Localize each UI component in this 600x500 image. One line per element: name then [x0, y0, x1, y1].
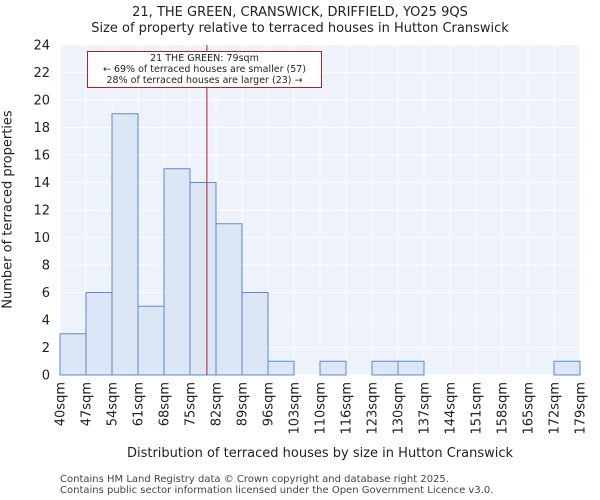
y-tick-label: 16 [33, 149, 50, 164]
x-axis-label: Distribution of terraced houses by size … [126, 446, 514, 461]
x-tick-label: 130sqm [392, 382, 407, 435]
histogram-bar [215, 223, 243, 376]
x-tick-label: 40sqm [54, 382, 69, 426]
histogram-bar [59, 333, 87, 376]
footer-licence: Contains public sector information licen… [60, 485, 494, 496]
x-tick-label: 82sqm [210, 382, 225, 426]
x-tick-label: 110sqm [314, 382, 329, 435]
x-tick-label: 54sqm [106, 382, 121, 426]
x-tick-label: 75sqm [184, 382, 199, 426]
x-tick-label: 123sqm [366, 382, 381, 435]
chart-subtitle: Size of property relative to terraced ho… [91, 21, 509, 36]
x-tick-label: 89sqm [236, 382, 251, 426]
histogram-bar [319, 360, 347, 376]
y-tick-label: 22 [33, 66, 50, 81]
x-tick-label: 96sqm [262, 382, 277, 426]
y-tick-label: 2 [42, 341, 50, 356]
histogram-bar [371, 360, 399, 376]
x-tick-label: 68sqm [158, 382, 173, 426]
x-tick-label: 116sqm [340, 382, 355, 435]
y-tick-label: 8 [42, 259, 50, 274]
y-tick-label: 14 [33, 176, 50, 191]
y-tick-label: 18 [33, 121, 50, 136]
histogram-bar [163, 168, 191, 376]
histogram-bar [111, 113, 139, 376]
x-tick-label: 144sqm [444, 382, 459, 435]
y-tick-label: 10 [33, 231, 50, 246]
footer-copyright: Contains HM Land Registry data © Crown c… [60, 474, 449, 485]
histogram-bar [137, 305, 165, 376]
y-tick-label: 6 [42, 286, 50, 301]
histogram-bar [189, 182, 217, 376]
x-tick-label: 47sqm [80, 382, 95, 426]
histogram-bar [553, 360, 581, 376]
x-tick-label: 61sqm [132, 382, 147, 426]
x-tick-label: 103sqm [288, 382, 303, 435]
histogram-bar [397, 360, 425, 376]
y-tick-label: 12 [33, 204, 50, 219]
histogram-bar [241, 292, 269, 376]
histogram-bar [267, 360, 295, 376]
x-tick-label: 137sqm [418, 382, 433, 435]
property-annotation-box: 21 THE GREEN: 79sqm ← 69% of terraced ho… [87, 51, 322, 88]
x-tick-label: 158sqm [496, 382, 511, 435]
x-tick-label: 172sqm [548, 382, 563, 435]
annotation-line-2: ← 69% of terraced houses are smaller (57… [102, 64, 307, 75]
annotation-line-1: 21 THE GREEN: 79sqm [150, 53, 259, 64]
y-tick-label: 4 [42, 314, 50, 329]
x-tick-label: 165sqm [522, 382, 537, 435]
histogram-bar [85, 292, 113, 376]
y-axis-label: Number of terraced properties [0, 110, 16, 309]
x-tick-label: 179sqm [574, 382, 589, 435]
y-tick-label: 0 [42, 369, 50, 384]
annotation-line-3: 28% of terraced houses are larger (23) → [106, 75, 303, 86]
y-tick-label: 20 [33, 94, 50, 109]
y-tick-label: 24 [33, 39, 50, 54]
chart-title: 21, THE GREEN, CRANSWICK, DRIFFIELD, YO2… [132, 5, 468, 20]
x-tick-label: 151sqm [470, 382, 485, 435]
